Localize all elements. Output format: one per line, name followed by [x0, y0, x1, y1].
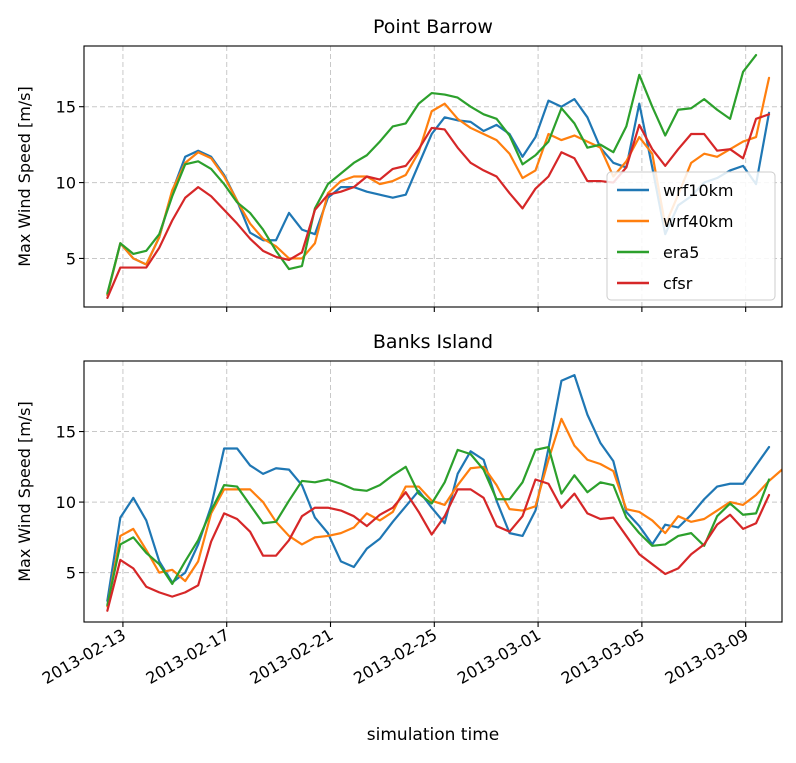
x-tick-label: 2013-02-21: [246, 625, 336, 688]
series-line-cfsr: [106, 478, 771, 612]
legend-label-wrf10km: wrf10km: [663, 181, 734, 200]
legend-box: [606, 171, 776, 301]
y-tick-label: 10: [56, 174, 76, 193]
x-tick-label: 2013-03-01: [454, 625, 544, 688]
series-line-cfsr: [106, 113, 771, 299]
point-barrow-panel: 5 10 15 Point Barrow Max Wind Speed [m/s] wrf…: [15, 16, 783, 312]
plot-frame: [83, 45, 783, 308]
x-tick-label: 2013-02-17: [143, 625, 233, 688]
x-tick-label: 2013-02-25: [350, 625, 440, 688]
legend: wrf10km wrf40km era5 cfsr: [606, 171, 776, 301]
series-line-era5: [106, 53, 758, 295]
y-axis-label: Max Wind Speed [m/s]: [15, 401, 34, 582]
x-tick-label: 2013-03-09: [662, 625, 752, 688]
x-tick-label: 2013-02-13: [39, 625, 129, 688]
plot-frame: [83, 360, 783, 623]
y-tick-label: 15: [56, 98, 76, 117]
y-tick-label: 15: [56, 423, 76, 442]
legend-label-era5: era5: [663, 243, 699, 262]
series-line-wrf40km: [106, 417, 782, 608]
series-line-era5: [106, 445, 771, 607]
series-group: [106, 374, 782, 612]
panel-title: Point Barrow: [373, 16, 493, 38]
y-tick-label: 10: [56, 493, 76, 512]
y-axis-label: Max Wind Speed [m/s]: [15, 86, 34, 267]
y-tick-label: 5: [66, 249, 76, 268]
legend-label-cfsr: cfsr: [663, 274, 693, 293]
x-tick-label: 2013-03-05: [558, 625, 648, 688]
legend-label-wrf40km: wrf40km: [663, 212, 734, 231]
y-tick-label: 5: [66, 564, 76, 583]
x-axis-label: simulation time: [367, 725, 499, 745]
panel-title: Banks Island: [373, 331, 493, 353]
series-line-wrf10km: [106, 374, 771, 602]
